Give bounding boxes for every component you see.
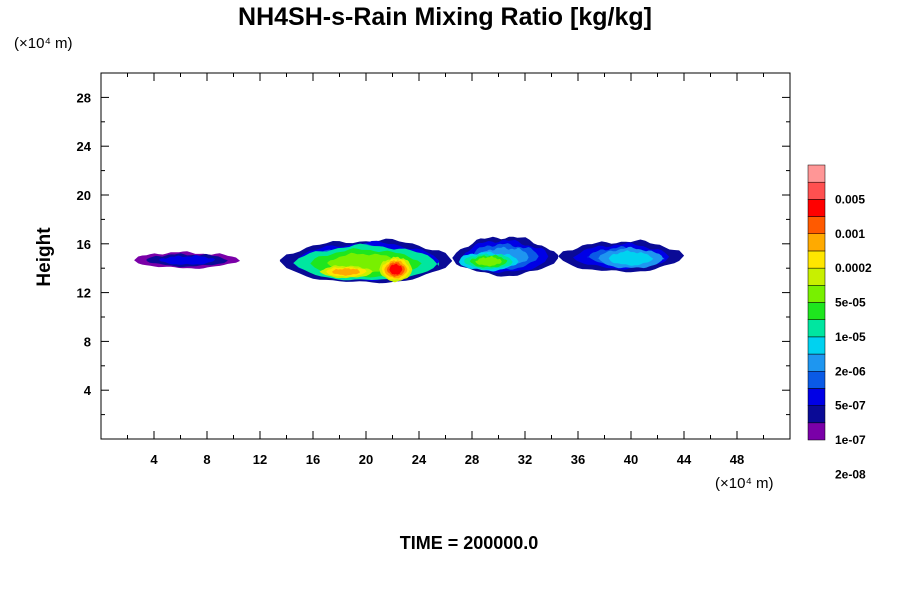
colorbar-label: 1e-07 (835, 433, 866, 447)
colorbar: 0.005 0.001 0.0002 5e-05 1e-05 2e-06 5e-07 1e-0… (807, 164, 872, 481)
colorbar-swatch (807, 199, 826, 217)
contour-level (608, 250, 654, 266)
colorbar-label: 5e-05 (835, 296, 866, 310)
contour-level (332, 268, 361, 276)
x-tick-label: 40 (624, 452, 638, 467)
y-axis-ticks: 4 8 12 16 20 24 28 (77, 90, 790, 416)
colorbar-label: 0.005 (835, 192, 865, 206)
chart-title: NH4SH-s-Rain Mixing Ratio [kg/kg] (238, 3, 652, 31)
colorbar-label: 0.0002 (835, 261, 872, 275)
colorbar-swatch (807, 164, 826, 183)
colorbar-swatch (807, 388, 826, 406)
x-tick-label: 48 (730, 452, 744, 467)
x-tick-label: 20 (359, 452, 373, 467)
x-tick-label: 32 (518, 452, 532, 467)
y-tick-label: 28 (77, 90, 91, 105)
colorbar-swatch (807, 302, 826, 320)
colorbar-label: 0.001 (835, 227, 865, 241)
colorbar-swatch (807, 250, 826, 269)
contour-level (389, 263, 403, 275)
colorbar-swatch (807, 267, 826, 286)
x-tick-label: 36 (571, 452, 585, 467)
x-tick-label: 8 (203, 452, 210, 467)
colorbar-label: 2e-08 (835, 467, 866, 481)
x-axis-unit: (×10⁴ m) (715, 475, 774, 492)
y-axis-unit: (×10⁴ m) (14, 35, 73, 52)
time-label: TIME = 200000.0 (400, 533, 539, 553)
contour-level (475, 255, 502, 267)
y-tick-label: 16 (77, 237, 91, 252)
y-tick-label: 20 (77, 188, 91, 203)
y-axis-label: Height (34, 227, 55, 287)
x-tick-label: 28 (465, 452, 479, 467)
colorbar-swatch (807, 405, 826, 424)
x-tick-label: 16 (306, 452, 320, 467)
x-axis-ticks: 4 8 12 16 20 24 28 32 36 40 44 48 (127, 73, 764, 467)
colorbar-swatch (807, 216, 826, 234)
x-tick-label: 4 (150, 452, 158, 467)
colorbar-label: 5e-07 (835, 399, 866, 413)
colorbar-swatch (807, 371, 826, 389)
y-tick-label: 4 (84, 383, 92, 398)
y-tick-label: 12 (77, 286, 91, 301)
colorbar-swatch (807, 285, 826, 303)
y-tick-label: 8 (84, 334, 91, 349)
x-tick-label: 24 (412, 452, 427, 467)
colorbar-swatch (807, 353, 826, 372)
contour-level (159, 255, 216, 265)
x-tick-label: 12 (253, 452, 267, 467)
colorbar-label: 2e-06 (835, 364, 866, 378)
colorbar-swatch (807, 233, 826, 252)
colorbar-swatch (807, 336, 826, 355)
colorbar-swatch (807, 319, 826, 338)
x-tick-label: 44 (677, 452, 692, 467)
colorbar-swatch (807, 422, 826, 441)
colorbar-swatch (807, 181, 826, 200)
y-tick-label: 24 (77, 139, 92, 154)
colorbar-label: 1e-05 (835, 330, 866, 344)
mixing-ratio-field (134, 236, 684, 284)
